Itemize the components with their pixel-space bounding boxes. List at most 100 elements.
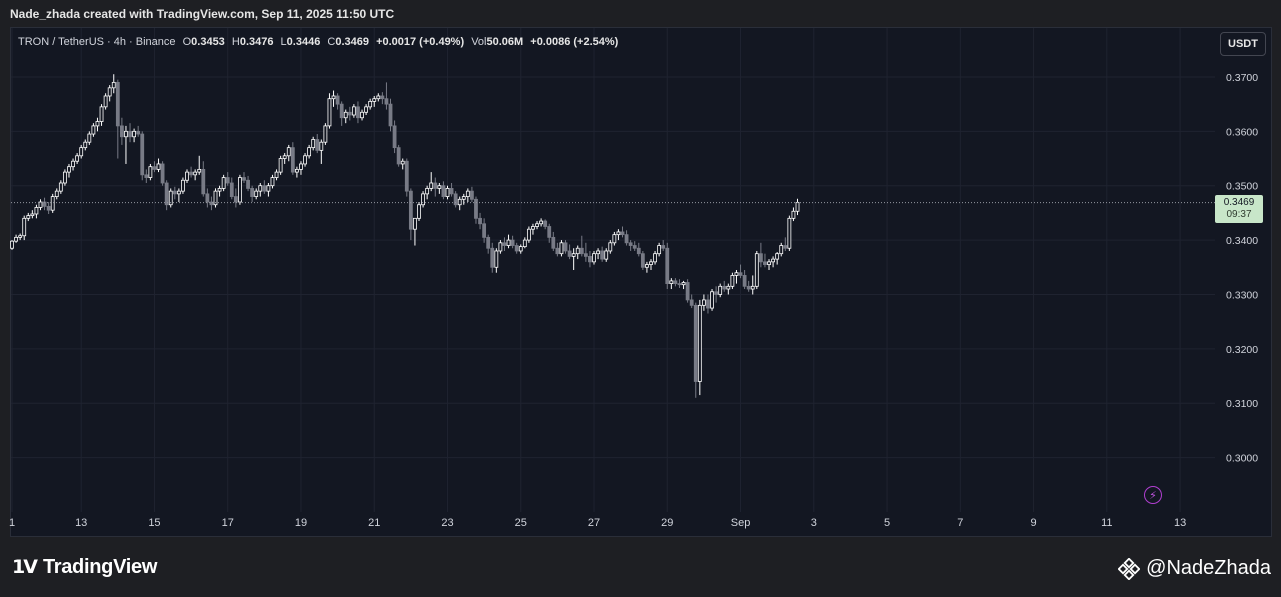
candle-down <box>262 185 267 192</box>
candle-down <box>685 282 690 301</box>
candle-down <box>636 247 641 255</box>
last-price-tag: 0.3469 09:37 <box>1215 195 1263 223</box>
candle-down <box>624 234 629 244</box>
candle-up <box>657 245 662 255</box>
volume-change: +0.0086 (+2.54%) <box>530 36 619 48</box>
candle-up <box>417 204 421 219</box>
high-label: H <box>231 36 240 48</box>
candle-up <box>559 242 564 255</box>
candle-up <box>323 125 328 143</box>
candle-up <box>437 185 442 189</box>
candle-down <box>677 283 682 286</box>
chart-panel[interactable] <box>10 27 1272 537</box>
candle-down <box>380 95 385 100</box>
candle-down <box>620 231 625 236</box>
tradingview-logo[interactable]: 𝟭𝗩 TradingView <box>12 556 157 579</box>
candle-up <box>266 185 271 192</box>
candle-down <box>246 179 250 189</box>
author-name: @NadeZhada <box>1146 557 1271 579</box>
y-tick-label: 0.3600 <box>1226 126 1258 138</box>
candle-up <box>111 81 116 89</box>
x-tick-label: 13 <box>75 517 87 529</box>
candle-up <box>608 242 613 252</box>
candle-down <box>335 95 340 105</box>
candle-down <box>136 130 141 135</box>
close-value: 0.3469 <box>335 36 369 48</box>
candle-up <box>372 98 377 102</box>
y-tick-label: 0.3100 <box>1226 398 1258 410</box>
y-tick-label: 0.3300 <box>1226 289 1258 301</box>
candle-down <box>233 196 238 203</box>
candle-down <box>470 190 474 200</box>
candle-up <box>400 160 405 165</box>
candle-down <box>115 81 120 127</box>
candle-up <box>343 111 348 119</box>
candle-down <box>742 275 747 287</box>
chart-grid <box>11 28 1215 512</box>
candle-up <box>311 139 316 149</box>
candle-down <box>388 103 393 127</box>
candle-up <box>58 182 63 192</box>
candle-up <box>539 220 543 225</box>
candle-up <box>681 282 686 286</box>
candle-up <box>254 190 259 197</box>
candle-down <box>600 250 605 260</box>
y-tick-label: 0.3500 <box>1226 181 1258 193</box>
x-tick-label: 27 <box>588 517 600 529</box>
x-tick-label: 1 <box>9 517 15 529</box>
candle-up <box>360 111 364 119</box>
candle-up <box>616 231 621 236</box>
x-tick-label: 19 <box>295 517 307 529</box>
candle-up <box>18 235 23 238</box>
low-label: L <box>280 36 287 48</box>
candle-up <box>107 87 112 97</box>
x-tick-label: Sep <box>731 517 751 529</box>
candle-up <box>779 245 784 255</box>
candle-up <box>445 188 450 197</box>
candle-up <box>38 201 43 208</box>
candle-up <box>22 217 27 237</box>
candle-down <box>152 166 157 170</box>
x-tick-label: 9 <box>1031 517 1037 529</box>
candle-down <box>396 147 401 165</box>
candle-up <box>71 160 75 168</box>
candle-up <box>750 285 755 290</box>
candle-up <box>429 182 434 189</box>
candle-up <box>185 171 189 181</box>
candle-up <box>376 95 381 100</box>
candle-up <box>75 155 80 162</box>
candle-up <box>612 234 617 244</box>
candle-up <box>604 250 609 260</box>
currency-button[interactable]: USDT <box>1220 32 1266 56</box>
candle-down <box>628 242 633 246</box>
candle-up <box>461 196 466 200</box>
volume-label: Vol <box>471 36 487 48</box>
candle-down <box>408 190 413 230</box>
candlestick-chart[interactable]: 0.3700 0.3600 0.3500 0.3400 0.3300 0.3200 0.31… <box>0 0 1281 540</box>
candle-down <box>693 304 698 382</box>
symbol-legend[interactable]: TRON / TetherUS · 4h · Binance O0.3453 H… <box>18 36 618 48</box>
footer: 𝟭𝗩 TradingView @NadeZhada <box>0 540 1281 597</box>
candle-up <box>148 166 153 178</box>
candle-up <box>592 253 596 263</box>
candle-down <box>510 239 515 246</box>
candle-up <box>726 285 731 290</box>
candle-up <box>697 304 702 382</box>
candle-down <box>242 177 246 181</box>
candle-up <box>596 250 600 255</box>
candle-down <box>404 160 409 192</box>
x-tick-label: 17 <box>222 517 234 529</box>
candle-down <box>46 205 51 211</box>
candle-down <box>478 217 482 225</box>
candle-up <box>653 253 657 263</box>
candle-up <box>498 242 503 252</box>
lightning-icon[interactable]: ⚡ <box>1144 486 1162 504</box>
candle-up <box>132 130 137 138</box>
candle-down <box>128 130 132 138</box>
candle-up <box>465 190 470 197</box>
candle-up <box>30 213 35 217</box>
candle-down <box>665 247 670 284</box>
candle-up <box>775 253 780 260</box>
close-label: C <box>327 36 336 48</box>
candle-up <box>303 155 307 165</box>
